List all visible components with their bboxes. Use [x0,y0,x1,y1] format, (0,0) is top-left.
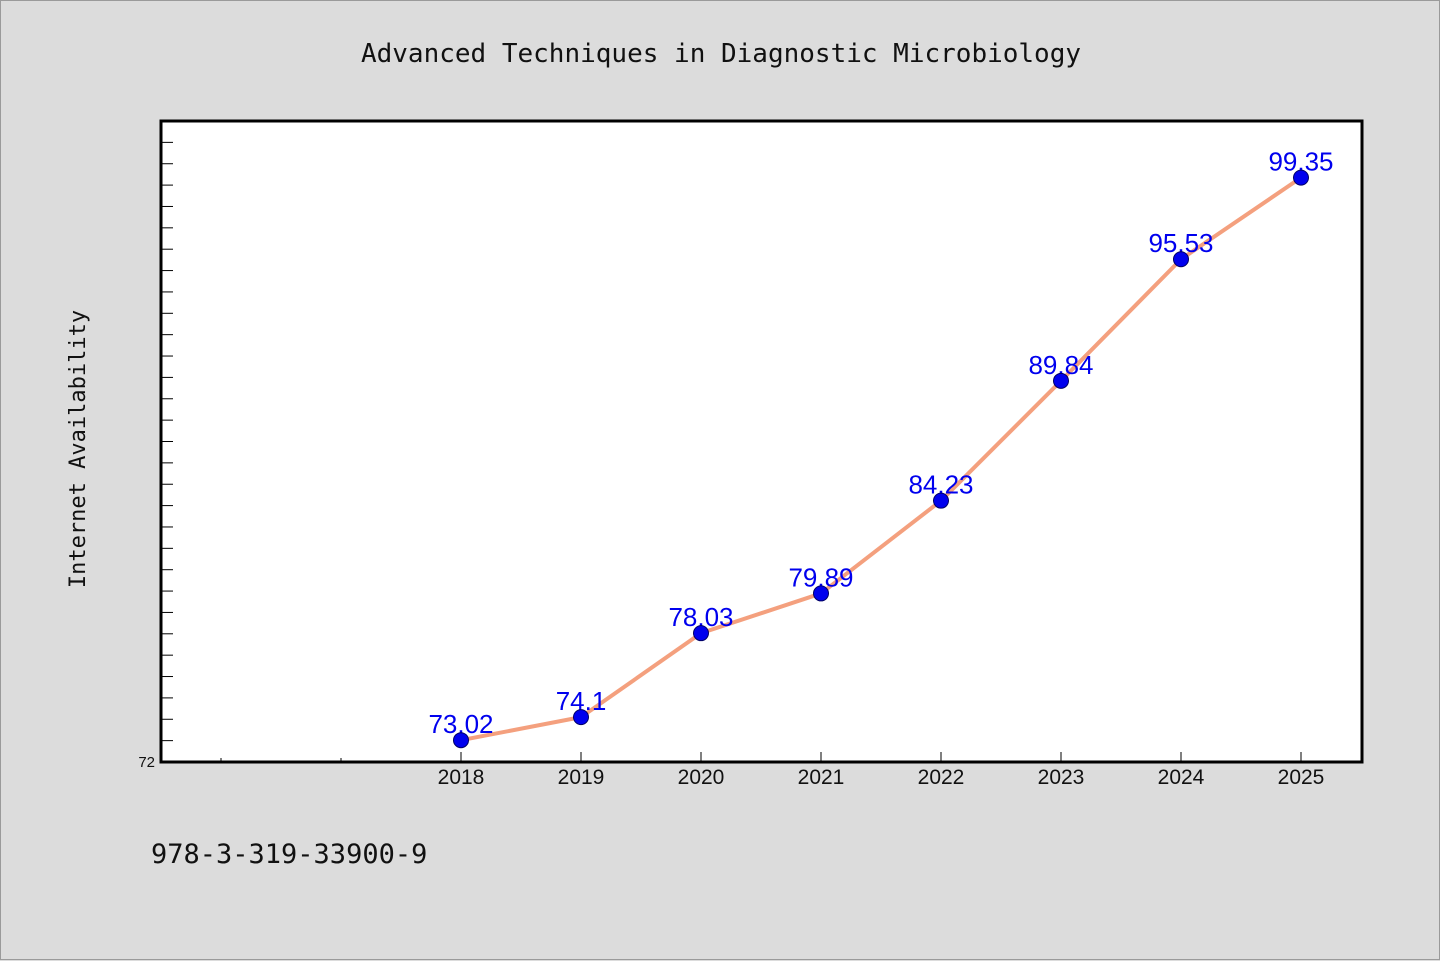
data-point [453,732,469,749]
data-point [813,585,829,602]
series-line [459,175,1303,743]
x-tick-label: 2018 [438,766,485,789]
y-axis-ticks: 72 [138,141,173,771]
data-point [933,492,949,509]
y-axis-label: Internet Availability [66,310,91,588]
x-tick-label: 2025 [1278,766,1325,789]
chart-title: Advanced Techniques in Diagnostic Microb… [361,39,1081,69]
x-tick-label: 2023 [1038,766,1085,789]
data-point [1053,372,1069,389]
x-tick-label: 2020 [678,766,725,789]
y-tick-label: 72 [138,754,155,771]
plot-area [159,119,1364,764]
data-point [573,709,589,726]
data-point [1293,169,1309,186]
x-tick-label: 2022 [918,766,965,789]
isbn-text: 978-3-319-33900-9 [151,839,427,870]
x-tick-label: 2024 [1158,766,1205,789]
x-axis-ticks: 2018 2019 2020 2021 2022 2023 2024 2025 [220,752,1325,789]
x-tick-label: 2021 [798,766,845,789]
data-point [1173,251,1189,268]
data-point [693,625,709,642]
x-tick-label: 2019 [558,766,605,789]
